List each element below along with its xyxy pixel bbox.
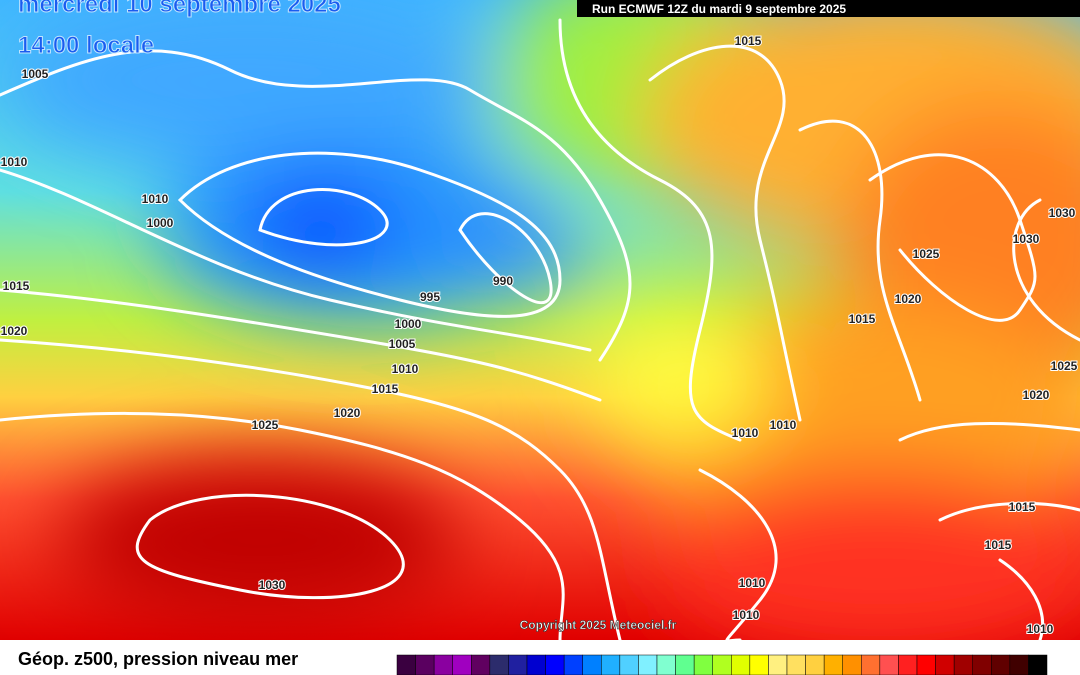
colorbar-swatch: [619, 654, 639, 675]
colorbar-swatch: [452, 654, 472, 675]
map: [0, 0, 1080, 640]
isobar-label: 1025: [913, 247, 940, 261]
colorbar-swatch: [1009, 654, 1029, 675]
isobar-label: 1010: [142, 192, 169, 206]
forecast-date: mercredi 10 septembre 2025: [18, 0, 341, 18]
colorbar-swatch: [916, 654, 936, 675]
colorbar-swatch: [489, 654, 509, 675]
colorbar-swatch: [582, 654, 602, 675]
isobar-label: 1020: [1023, 388, 1050, 402]
colorbar-swatch: [656, 654, 676, 675]
isobar-label: 1025: [252, 418, 279, 432]
colorbar-swatch: [768, 654, 788, 675]
isobar-label: 1015: [735, 34, 762, 48]
isobar-label: 1010: [733, 608, 760, 622]
isobar-label: 1020: [1, 324, 28, 338]
isobar-label: 1010: [392, 362, 419, 376]
isobar-label: 1030: [259, 578, 286, 592]
colorbar-swatch: [731, 654, 751, 675]
colorbar-swatch: [545, 654, 565, 675]
isobar-label: 1000: [147, 216, 174, 230]
colorbar-swatch: [879, 654, 899, 675]
colorbar-swatch: [415, 654, 435, 675]
isobar-label: 1015: [1009, 500, 1036, 514]
isobar-label: 1010: [739, 576, 766, 590]
colorbar-swatch: [693, 654, 713, 675]
colorbar-swatch: [935, 654, 955, 675]
isobar-label: 1015: [3, 279, 30, 293]
isobar-label: 1025: [1051, 359, 1078, 373]
isobar-label: 1020: [334, 406, 361, 420]
isobar-label: 1020: [895, 292, 922, 306]
colorbar-swatch: [786, 654, 806, 675]
colorbar-swatch: [991, 654, 1011, 675]
colorbar-swatch: [805, 654, 825, 675]
isobar-label: 1030: [1013, 232, 1040, 246]
isobar-label: 1005: [389, 337, 416, 351]
colorbar-swatch: [972, 654, 992, 675]
isobar-label: 1010: [770, 418, 797, 432]
colorbar-swatch: [842, 654, 862, 675]
product-title: Géop. z500, pression niveau mer: [18, 649, 298, 669]
colorbar-swatch: [508, 654, 528, 675]
run-info: Run ECMWF 12Z du mardi 9 septembre 2025: [592, 2, 846, 16]
isobar-label: 1030: [1049, 206, 1076, 220]
colorbar-swatch: [396, 654, 416, 675]
colorbar-swatch: [526, 654, 546, 675]
isobar-label: 995: [420, 290, 440, 304]
colorbar-swatch: [898, 654, 918, 675]
isobar-label: 1015: [372, 382, 399, 396]
isobar-label: 1010: [1027, 622, 1054, 636]
colorbar-swatch: [823, 654, 843, 675]
forecast-time: 14:00 locale: [18, 32, 154, 59]
isobar-label: 1010: [732, 426, 759, 440]
copyright: Copyright 2025 Meteociel.fr: [520, 618, 677, 632]
isobar-labels: 1015 1005 1010 1010 1000 990 995 1000 10…: [0, 33, 1079, 637]
run-banner: [577, 0, 1080, 17]
isobar-label: 1010: [1, 155, 28, 169]
colorbar-swatch: [953, 654, 973, 675]
isobar-label: 1015: [849, 312, 876, 326]
colorbar-swatch: [712, 654, 732, 675]
colorbar-swatch: [563, 654, 583, 675]
colorbar-swatch: [471, 654, 491, 675]
isobar-label: 1015: [985, 538, 1012, 552]
colorbar-swatch: [433, 654, 453, 675]
isobar-label: 1005: [22, 67, 49, 81]
colorbar-swatch: [675, 654, 695, 675]
isobar-label: 1000: [395, 317, 422, 331]
colorbar-swatch: [638, 654, 658, 675]
isobar-label: 990: [493, 274, 513, 288]
colorbar-swatch: [601, 654, 621, 675]
colorbar-swatch: [1028, 654, 1048, 675]
colorbar-swatch: [861, 654, 881, 675]
colorbar: [396, 654, 1048, 675]
colorbar-swatch: [749, 654, 769, 675]
